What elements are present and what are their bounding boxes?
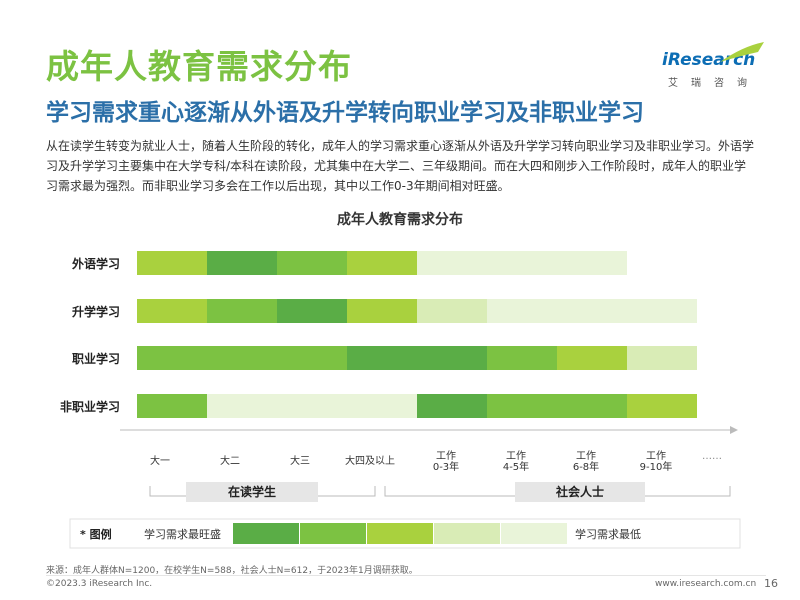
legend-high-label: 学习需求最旺盛 — [144, 527, 221, 541]
legend-swatch — [501, 523, 567, 544]
column-label: 大一 — [150, 454, 170, 467]
heatmap-cell — [277, 394, 347, 418]
heatmap-cell — [627, 346, 697, 370]
heatmap-cell — [347, 346, 417, 370]
heatmap-cell — [487, 346, 557, 370]
heatmap-cell — [137, 346, 207, 370]
heatmap-cell — [207, 299, 277, 323]
column-label: 工作 — [646, 450, 666, 462]
heatmap-cell — [347, 251, 417, 275]
footer-copyright: ©2023.3 iResearch Inc. — [46, 579, 153, 589]
heatmap-cell — [347, 299, 417, 323]
logo-chinese-name: 艾瑞咨询 — [668, 78, 760, 89]
column-label: 工作 — [576, 450, 596, 462]
legend-swatch — [300, 523, 366, 544]
heatmap-cell — [277, 346, 347, 370]
heatmap-cell — [417, 299, 487, 323]
heatmap-cell — [137, 394, 207, 418]
heatmap-cell — [137, 299, 207, 323]
legend-swatch — [367, 523, 433, 544]
column-label: 工作 — [506, 450, 526, 462]
column-label: 4-5年 — [503, 460, 529, 473]
heatmap-cell — [627, 394, 697, 418]
logo-swoosh-icon — [720, 42, 764, 62]
group-label-workers: 社会人士 — [555, 484, 604, 499]
heatmap-cell — [417, 394, 487, 418]
column-label: 大四及以上 — [345, 454, 395, 467]
row-label: 升学学习 — [72, 304, 120, 319]
heatmap-cell — [627, 299, 697, 323]
heatmap-cell — [557, 394, 627, 418]
chart-title: 成年人教育需求分布 — [337, 212, 463, 228]
group-label-students: 在读学生 — [228, 484, 276, 499]
heatmap-cell — [417, 251, 487, 275]
legend-swatch — [434, 523, 500, 544]
heatmap-cell — [487, 394, 557, 418]
heatmap-cell — [627, 251, 697, 275]
heatmap-cell — [277, 299, 347, 323]
column-label: 工作 — [436, 450, 456, 462]
column-label: 大三 — [290, 454, 310, 467]
heatmap-cell — [417, 346, 487, 370]
legend-low-label: 学习需求最低 — [575, 527, 641, 541]
column-more-label: …… — [702, 451, 722, 462]
row-label: 非职业学习 — [60, 399, 120, 414]
group-label-bg — [186, 482, 318, 502]
legend-title: * 图例 — [80, 527, 112, 541]
page-number: 16 — [764, 577, 778, 590]
heatmap-cell — [557, 251, 627, 275]
timeline-arrow-icon — [730, 426, 738, 434]
legend-swatch — [233, 523, 299, 544]
heatmap-cell — [487, 251, 557, 275]
heatmap-cell — [487, 299, 557, 323]
page-title: 成年人教育需求分布 — [46, 47, 352, 86]
column-label: 0-3年 — [433, 460, 459, 473]
group-label-bg — [515, 482, 645, 502]
iresearch-logo: iResearch 艾瑞咨询 — [660, 42, 770, 94]
heatmap-cell — [347, 394, 417, 418]
heatmap-cell — [277, 251, 347, 275]
footer-divider — [46, 575, 766, 576]
footer-url[interactable]: www.iresearch.com.cn — [655, 579, 757, 589]
heatmap-cell — [557, 346, 627, 370]
heatmap-cell — [137, 251, 207, 275]
heatmap-cell — [207, 251, 277, 275]
row-label: 外语学习 — [72, 256, 120, 271]
row-label: 职业学习 — [72, 351, 120, 366]
column-label: 6-8年 — [573, 460, 599, 473]
heatmap-cell — [207, 394, 277, 418]
page-subtitle: 学习需求重心逐渐从外语及升学转向职业学习及非职业学习 — [46, 100, 644, 126]
heatmap-cell — [557, 299, 627, 323]
footer-source: 来源：成年人群体N=1200，在校学生N=588，社会人士N=612，于2023… — [46, 566, 418, 576]
heatmap-cell — [207, 346, 277, 370]
body-paragraph: 从在读学生转变为就业人士，随着人生阶段的转化，成年人的学习需求重心逐渐从外语及升… — [46, 139, 755, 193]
column-label: 9-10年 — [640, 460, 673, 473]
column-label: 大二 — [220, 454, 240, 467]
